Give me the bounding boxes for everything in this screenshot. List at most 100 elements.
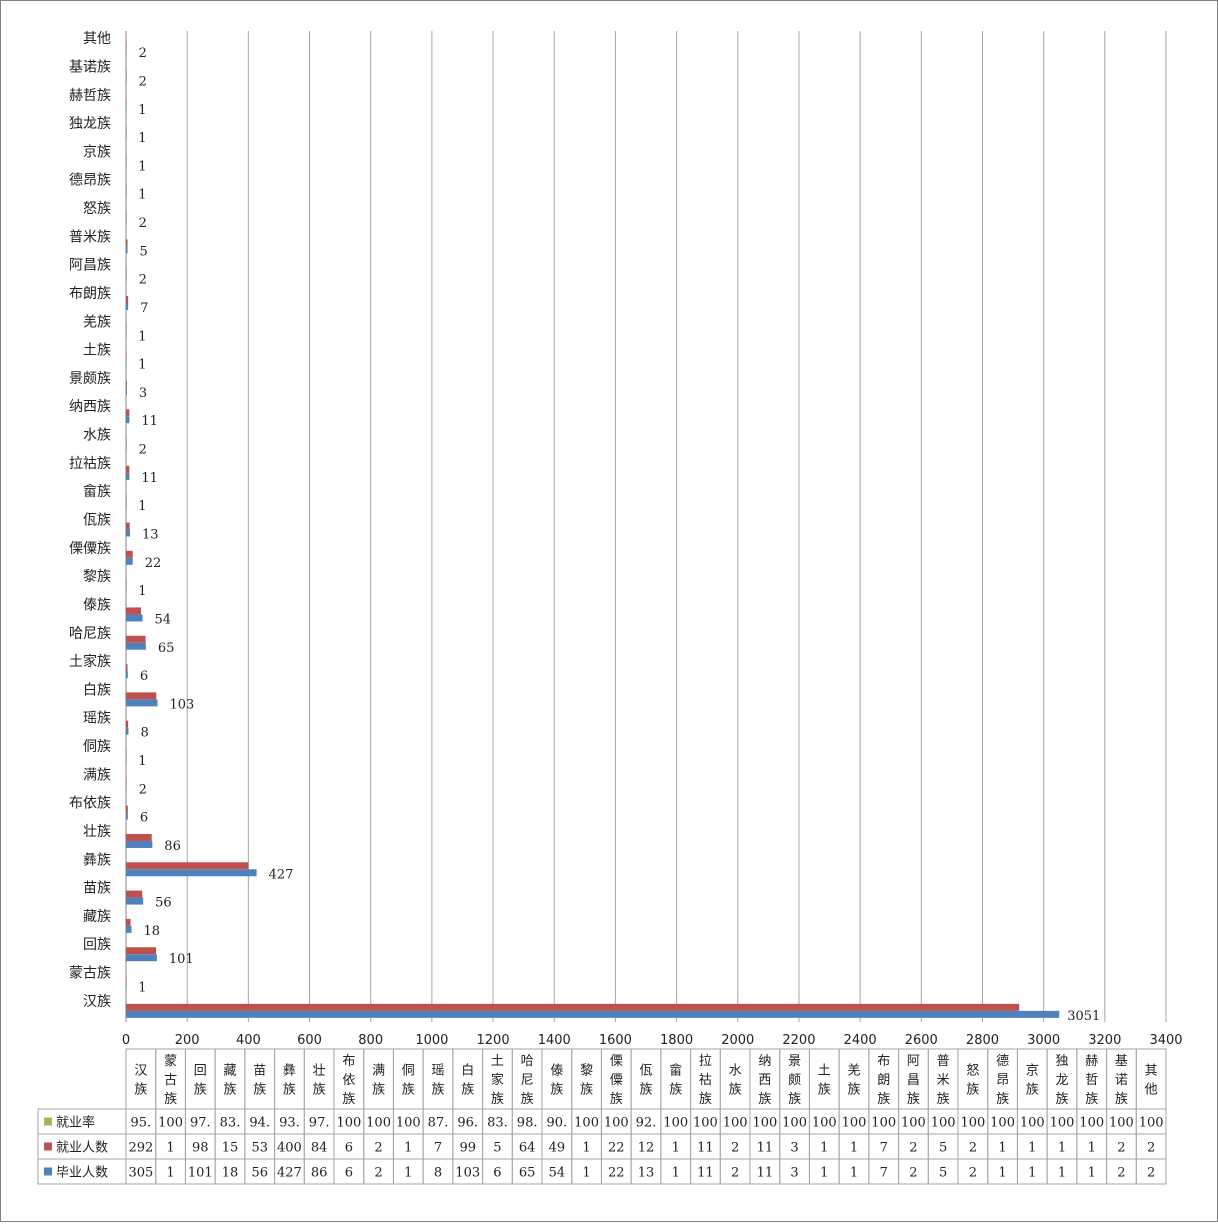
table-cell-value: 1 bbox=[404, 1166, 412, 1181]
table-header-char: 族 bbox=[729, 1082, 742, 1098]
bar-graduates bbox=[126, 161, 127, 169]
category-label: 彝族 bbox=[83, 852, 111, 868]
table-header-char: 族 bbox=[580, 1082, 593, 1098]
category-label: 土家族 bbox=[69, 653, 111, 670]
table-header-char: 西 bbox=[758, 1073, 771, 1088]
table-header-char: 依 bbox=[342, 1073, 355, 1088]
bar-graduates bbox=[126, 501, 127, 509]
table-header-char: 族 bbox=[1055, 1091, 1068, 1107]
category-label: 白族 bbox=[83, 682, 111, 698]
table-header-char: 族 bbox=[431, 1082, 444, 1098]
table-header-char: 布 bbox=[877, 1054, 890, 1069]
bar-employed bbox=[126, 550, 133, 558]
table-header-char: 苗 bbox=[253, 1064, 266, 1079]
bar-data-label: 13 bbox=[142, 528, 159, 543]
category-label: 阿昌族 bbox=[69, 258, 111, 274]
table-cell-value: 94. bbox=[249, 1116, 270, 1131]
table-header-char: 族 bbox=[283, 1082, 296, 1098]
category-label: 拉祜族 bbox=[69, 456, 111, 472]
table-header-char: 水 bbox=[729, 1064, 742, 1079]
table-cell-value: 96. bbox=[457, 1116, 478, 1131]
table-cell-value: 100 bbox=[1139, 1116, 1164, 1131]
table-cell-value: 83. bbox=[487, 1116, 508, 1131]
bar-data-label: 6 bbox=[140, 669, 148, 684]
table-cell-value: 400 bbox=[277, 1141, 302, 1156]
table-header-char: 壮 bbox=[313, 1064, 326, 1079]
table-cell-value: 100 bbox=[604, 1116, 629, 1131]
bar-data-label: 6 bbox=[140, 811, 148, 826]
table-header-char: 族 bbox=[996, 1091, 1009, 1107]
table-cell-value: 6 bbox=[345, 1166, 353, 1181]
table-cell-value: 99 bbox=[459, 1141, 476, 1156]
bar-graduates bbox=[126, 727, 129, 735]
table-header-char: 族 bbox=[669, 1082, 682, 1098]
table-header-char: 族 bbox=[877, 1091, 890, 1107]
table-header-char: 家 bbox=[491, 1072, 504, 1088]
bar-employed bbox=[126, 947, 156, 955]
bar-employed bbox=[126, 749, 127, 757]
table-header-char: 藏 bbox=[223, 1064, 236, 1079]
table-cell-value: 100 bbox=[782, 1116, 807, 1131]
bar-employed bbox=[126, 720, 129, 728]
bar-data-label: 1 bbox=[138, 584, 146, 599]
table-cell-value: 2 bbox=[731, 1141, 739, 1156]
table-header-char: 族 bbox=[1115, 1091, 1128, 1107]
table-cell-value: 1 bbox=[582, 1141, 590, 1156]
category-label: 回族 bbox=[83, 937, 111, 953]
bar-graduates bbox=[126, 614, 143, 622]
bar-graduates bbox=[126, 274, 127, 282]
bar-graduates bbox=[126, 982, 127, 990]
table-cell-value: 100 bbox=[663, 1116, 688, 1131]
x-tick-label: 3000 bbox=[1027, 1033, 1060, 1048]
table-header-char: 族 bbox=[491, 1091, 504, 1107]
table-header-char: 畲 bbox=[669, 1063, 682, 1079]
bar-graduates bbox=[126, 784, 127, 792]
table-header-char: 土 bbox=[818, 1064, 831, 1079]
x-tick-label: 400 bbox=[236, 1033, 261, 1048]
bar-graduates bbox=[126, 642, 146, 650]
table-cell-value: 83. bbox=[220, 1116, 241, 1131]
bar-data-label: 1 bbox=[138, 131, 146, 146]
table-cell-value: 5 bbox=[939, 1166, 947, 1181]
table-header-char: 族 bbox=[610, 1091, 623, 1107]
bar-graduates bbox=[126, 812, 128, 820]
table-cell-value: 427 bbox=[277, 1166, 302, 1181]
bar-graduates bbox=[126, 954, 157, 962]
table-cell-value: 15 bbox=[222, 1141, 239, 1156]
table-header-char: 诺 bbox=[1115, 1073, 1128, 1088]
category-label: 基诺族 bbox=[69, 58, 111, 75]
table-cell-value: 1 bbox=[850, 1166, 858, 1181]
table-header-char: 傈 bbox=[610, 1054, 623, 1069]
table-header-cell bbox=[719, 1048, 751, 1110]
table-cell-value: 2 bbox=[374, 1166, 382, 1181]
table-cell-value: 100 bbox=[990, 1116, 1015, 1131]
bar-data-label: 2 bbox=[139, 216, 147, 231]
table-header-char: 族 bbox=[253, 1082, 266, 1098]
table-header-char: 尼 bbox=[521, 1073, 534, 1088]
table-cell-value: 1 bbox=[582, 1166, 590, 1181]
bar-graduates bbox=[126, 444, 127, 452]
table-cell-value: 98. bbox=[517, 1116, 538, 1131]
table-header-char: 阿 bbox=[907, 1054, 920, 1069]
bar-data-label: 22 bbox=[145, 556, 162, 571]
x-tick-label: 2400 bbox=[844, 1033, 877, 1048]
bar-data-label: 18 bbox=[144, 924, 161, 939]
bar-employed bbox=[126, 380, 127, 388]
table-header-char: 族 bbox=[966, 1082, 979, 1098]
table-cell bbox=[1135, 1158, 1167, 1185]
bar-data-label: 65 bbox=[158, 641, 175, 656]
table-cell-value: 1 bbox=[166, 1166, 174, 1181]
table-header-char: 僳 bbox=[610, 1073, 623, 1088]
table-cell-value: 1 bbox=[1058, 1141, 1066, 1156]
table-header-cell bbox=[392, 1048, 424, 1110]
table-cell-value: 2 bbox=[969, 1166, 977, 1181]
x-tick-label: 600 bbox=[297, 1033, 322, 1048]
category-label: 傈僳族 bbox=[69, 541, 111, 557]
table-cell-value: 7 bbox=[880, 1166, 888, 1181]
table-header-char: 侗 bbox=[402, 1064, 415, 1079]
table-cell-value: 100 bbox=[366, 1116, 391, 1131]
table-header-char: 布 bbox=[342, 1054, 355, 1069]
x-tick-label: 2000 bbox=[721, 1033, 754, 1048]
bar-graduates bbox=[126, 331, 127, 339]
table-header-char: 土 bbox=[491, 1054, 504, 1069]
